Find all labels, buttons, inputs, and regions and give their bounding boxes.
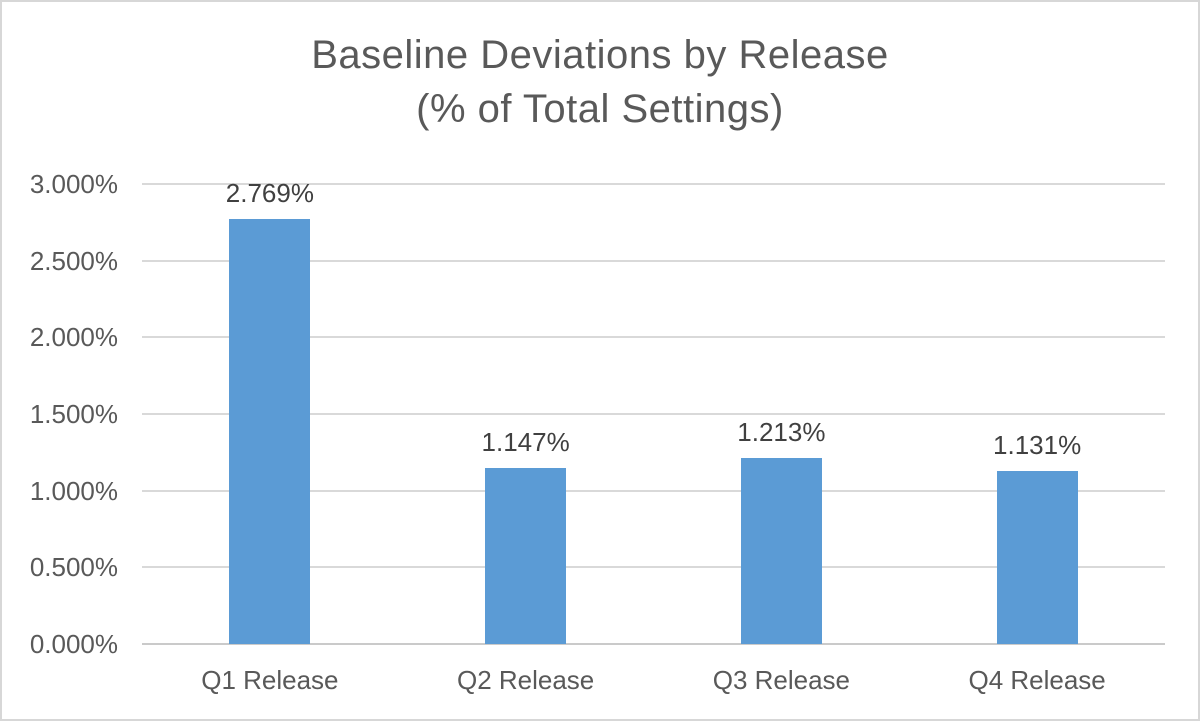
gridline-0.000% [142, 643, 1165, 645]
gridline-2.500% [142, 259, 1165, 262]
gridline-0.500% [142, 566, 1165, 569]
chart-subtitle: (% of Total Settings) [416, 87, 784, 131]
data-label-q4-release: 1.131% [993, 429, 1082, 460]
x-axis-category-label-q1-release: Q1 Release [201, 665, 339, 695]
x-axis-category-label-q2-release: Q2 Release [456, 665, 595, 695]
bar-q3-release [740, 458, 822, 644]
bar-q2-release [485, 468, 567, 644]
bar-q4-release [996, 470, 1078, 644]
x-axis-category-label-q4-release: Q4 Release [968, 665, 1106, 695]
y-axis-tick-label: 1.500% [29, 399, 118, 429]
chart-title: Baseline Deviations by Release [311, 33, 889, 77]
gridline-1.000% [142, 489, 1165, 492]
bar-q1-release [229, 219, 311, 644]
y-axis-tick-label: 3.000% [29, 169, 118, 199]
y-axis-tick-label: 0.500% [29, 552, 118, 583]
gridline-2.000% [142, 336, 1165, 339]
data-label-q2-release: 1.147% [481, 427, 570, 458]
y-axis-tick-label: 2.000% [29, 322, 118, 353]
y-axis-tick-label: 2.500% [29, 245, 118, 276]
x-axis-category-label-q3-release: Q3 Release [712, 665, 851, 695]
data-label-q3-release: 1.213% [737, 417, 826, 447]
y-axis-tick-label: 1.000% [29, 475, 118, 506]
gridline-3.000% [142, 183, 1165, 185]
gridline-1.500% [142, 413, 1165, 415]
y-axis-tick-label: 0.000% [29, 629, 118, 659]
data-label-q1-release: 2.769% [225, 178, 314, 209]
